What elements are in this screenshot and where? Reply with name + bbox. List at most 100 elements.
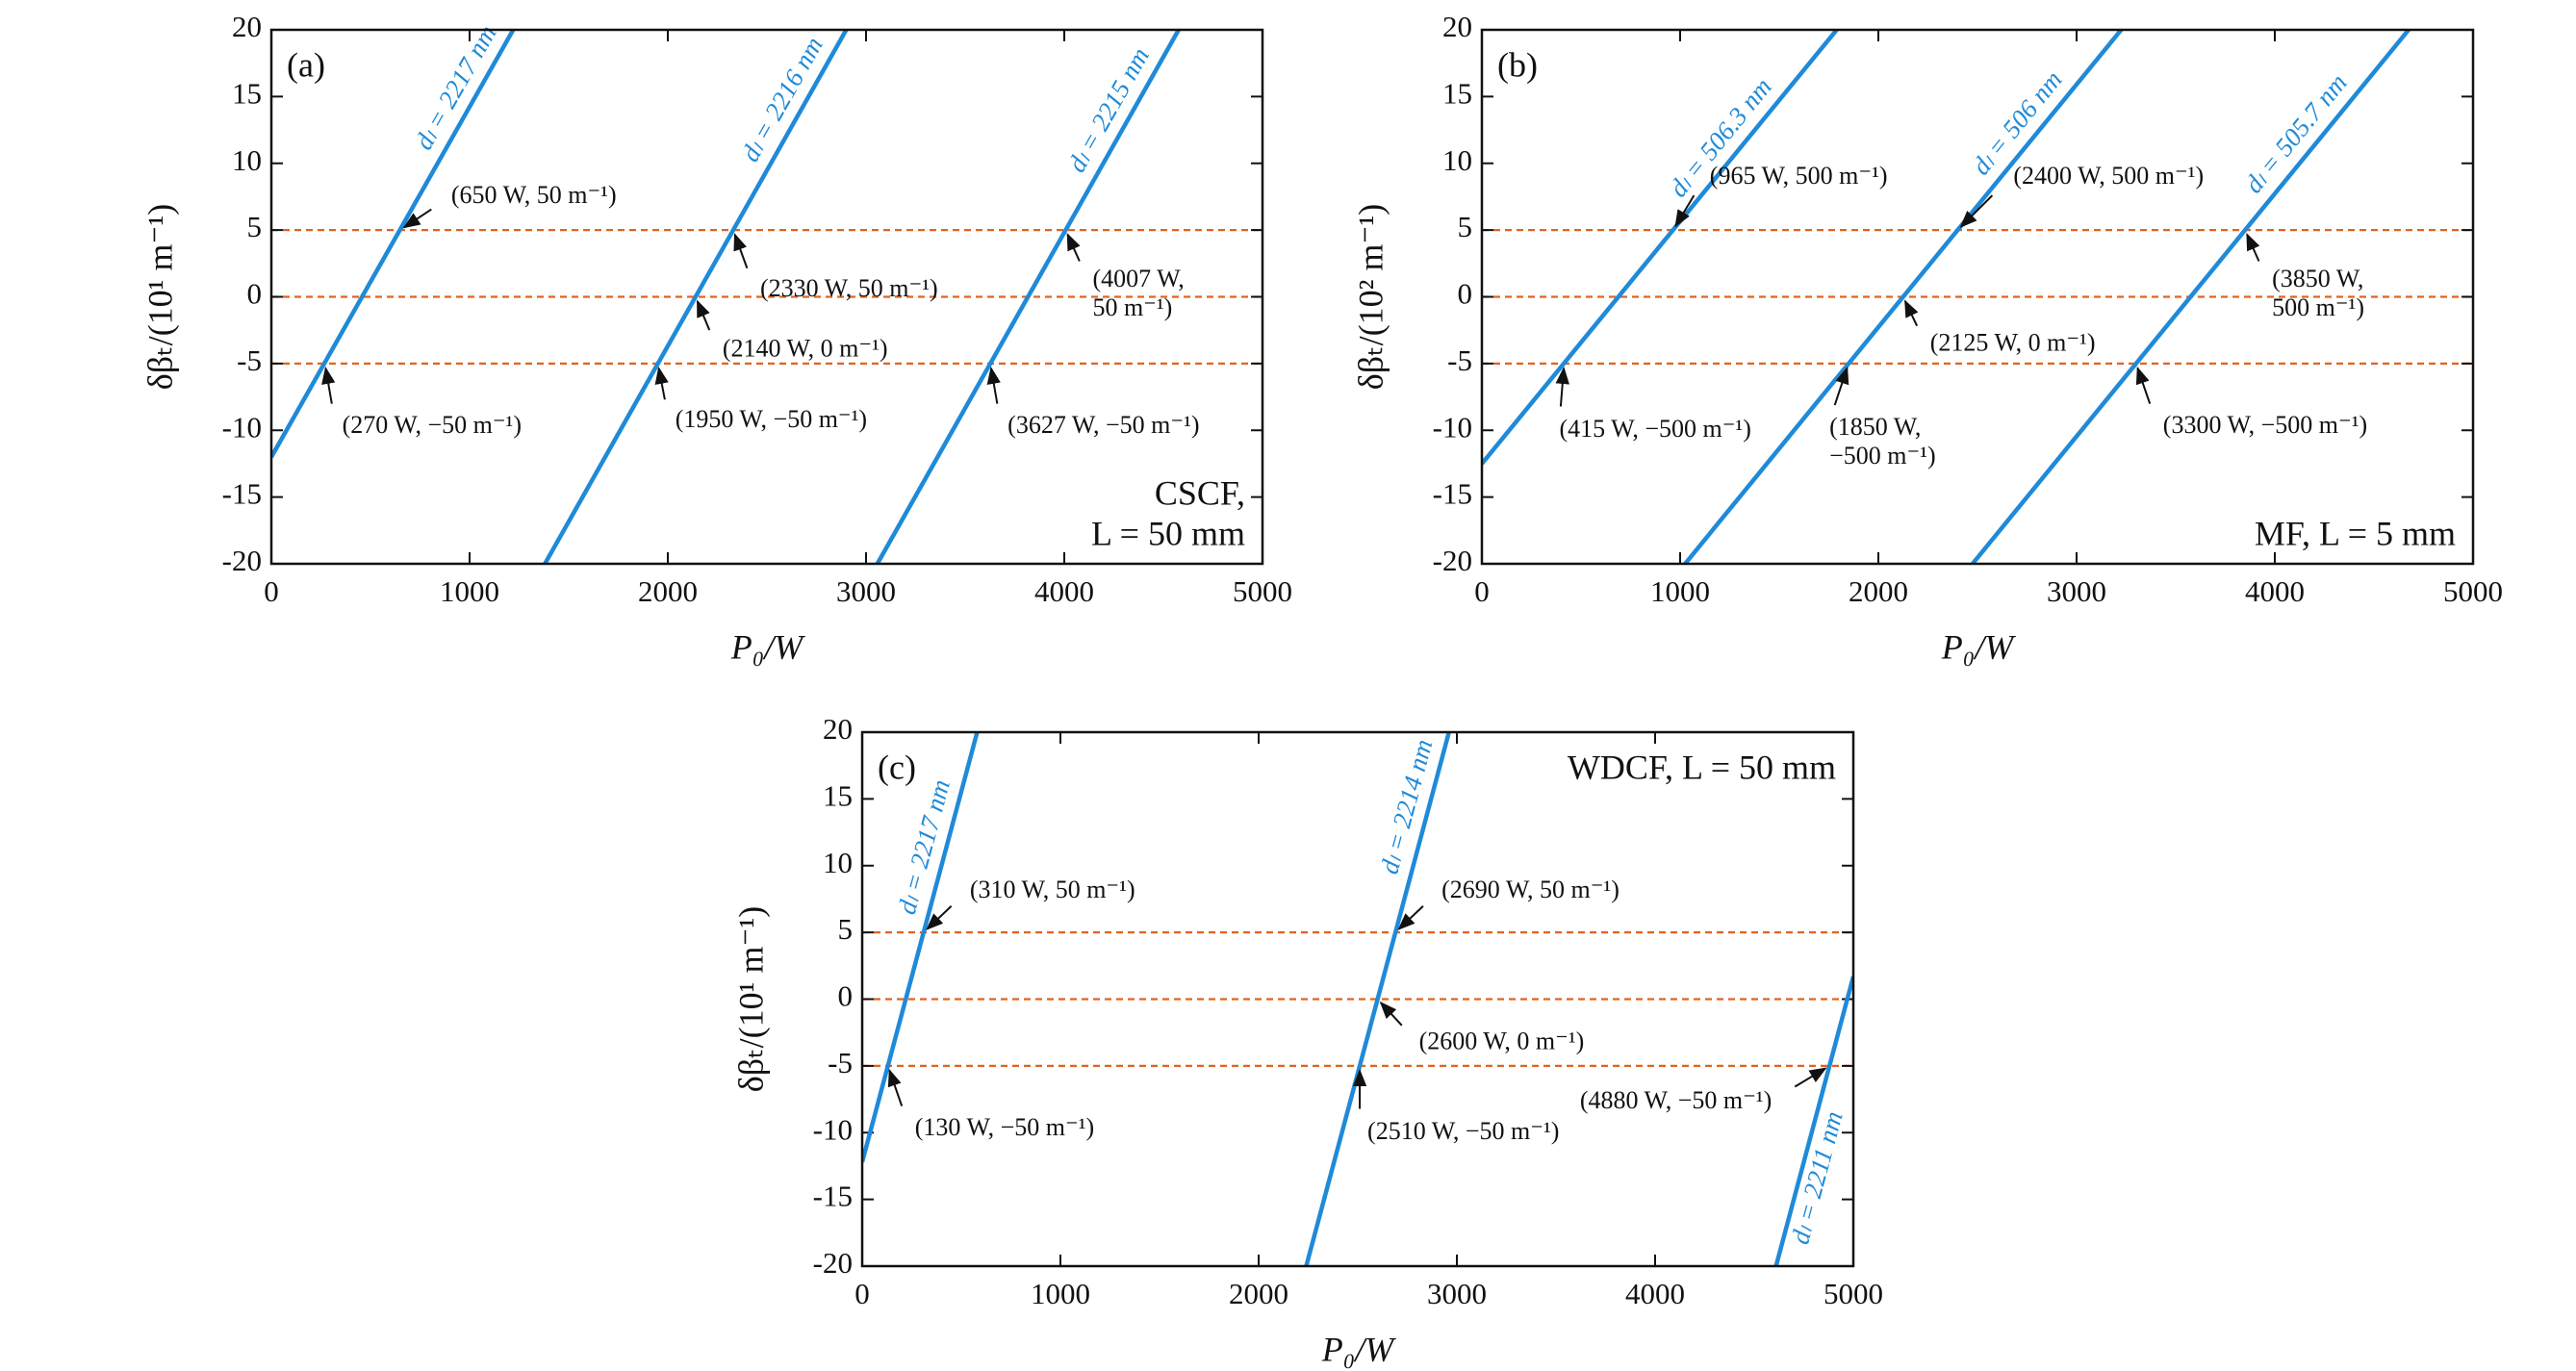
data-line bbox=[862, 732, 980, 1163]
y-tick-label: 0 bbox=[1458, 277, 1473, 311]
annotation-arrow bbox=[2246, 233, 2260, 262]
annotation-text: 500 m⁻¹) bbox=[2272, 293, 2364, 321]
annotation-arrow bbox=[1397, 905, 1424, 930]
annotation-text: (3850 W, bbox=[2272, 265, 2363, 292]
data-line bbox=[875, 30, 1181, 564]
annotation-arrow bbox=[402, 208, 432, 229]
panel-note: L = 50 mm bbox=[1091, 514, 1245, 552]
annotation-text: (2330 W, 50 m⁻¹) bbox=[760, 274, 938, 302]
annotation-arrow bbox=[696, 299, 711, 331]
panel-label: (b) bbox=[1497, 45, 1538, 84]
annotation-arrow bbox=[1794, 1067, 1827, 1088]
y-tick-label: -20 bbox=[222, 544, 262, 577]
x-tick-label: 2000 bbox=[1229, 1277, 1288, 1310]
panel-note: WDCF, L = 50 mm bbox=[1568, 748, 1836, 786]
panel-note: MF, L = 5 mm bbox=[2255, 514, 2456, 552]
y-tick-label: 5 bbox=[838, 912, 854, 946]
y-tick-label: -10 bbox=[222, 410, 262, 444]
annotation-text: (650 W, 50 m⁻¹) bbox=[451, 181, 617, 209]
x-tick-label: 4000 bbox=[1625, 1277, 1685, 1310]
data-line bbox=[1304, 732, 1451, 1266]
line-label: dₗ = 505.7 nm bbox=[2239, 68, 2353, 198]
y-tick-label: -15 bbox=[222, 477, 262, 511]
y-tick-label: -5 bbox=[1447, 343, 1472, 377]
panel-label: (c) bbox=[878, 748, 916, 786]
y-tick-label: -10 bbox=[1433, 410, 1472, 444]
y-axis-label: δβₜ/(10¹ m⁻¹) bbox=[731, 906, 770, 1092]
panel-note: CSCF, bbox=[1155, 473, 1245, 512]
data-line bbox=[1773, 976, 1853, 1266]
y-tick-label: -20 bbox=[813, 1246, 853, 1280]
annotation-text: (3627 W, −50 m⁻¹) bbox=[1007, 411, 1199, 439]
x-axis-label: P₀/W bbox=[1321, 1330, 1397, 1368]
annotation-arrow bbox=[2135, 366, 2152, 404]
y-axis-label: δβₜ/(10¹ m⁻¹) bbox=[140, 204, 179, 390]
plot-frame bbox=[860, 730, 1855, 1268]
annotation-arrow bbox=[1833, 366, 1849, 406]
x-tick-label: 1000 bbox=[1650, 574, 1710, 608]
annotation-text: (2690 W, 50 m⁻¹) bbox=[1441, 876, 1620, 903]
annotation-text: (4007 W, bbox=[1092, 265, 1184, 292]
y-tick-label: 0 bbox=[838, 979, 854, 1013]
y-tick-label: 15 bbox=[823, 778, 853, 812]
data-line bbox=[543, 30, 849, 564]
data-line bbox=[1482, 30, 1839, 466]
line-label: dₗ = 2211 nm bbox=[1785, 1108, 1848, 1247]
y-tick-label: 5 bbox=[1458, 210, 1473, 243]
y-tick-label: 20 bbox=[1442, 10, 1472, 43]
panel-label: (a) bbox=[287, 45, 325, 84]
x-tick-label: 4000 bbox=[2245, 574, 2305, 608]
annotation-arrow bbox=[926, 905, 953, 930]
x-tick-label: 0 bbox=[264, 574, 279, 608]
panel: 0 1000 2000 3000 4000 5000 -20 -15 -10 -5 0 5 10 15 20… bbox=[1351, 10, 2503, 666]
x-tick-label: 0 bbox=[1474, 574, 1490, 608]
annotation-text: (130 W, −50 m⁻¹) bbox=[915, 1113, 1094, 1141]
x-tick-label: 0 bbox=[854, 1277, 870, 1310]
annotation-arrow bbox=[654, 367, 669, 400]
annotation-text: 50 m⁻¹) bbox=[1092, 293, 1172, 321]
annotation-arrow bbox=[1903, 299, 1919, 327]
panel: 0 1000 2000 3000 4000 5000 -20 -15 -10 -5 0 5 10 15 20… bbox=[731, 712, 1883, 1368]
data-line bbox=[1683, 30, 2124, 564]
x-tick-label: 2000 bbox=[1849, 574, 1908, 608]
y-tick-label: 20 bbox=[232, 10, 262, 43]
y-tick-label: 10 bbox=[1442, 143, 1472, 177]
y-tick-label: -5 bbox=[237, 343, 262, 377]
y-tick-label: 0 bbox=[247, 277, 263, 311]
x-tick-label: 3000 bbox=[2047, 574, 2106, 608]
annotation-text: (3300 W, −500 m⁻¹) bbox=[2163, 411, 2367, 439]
plot-frame bbox=[1480, 28, 2475, 566]
x-tick-label: 5000 bbox=[1824, 1277, 1883, 1310]
x-tick-label: 3000 bbox=[836, 574, 896, 608]
y-tick-label: 5 bbox=[247, 210, 263, 243]
annotation-arrow bbox=[1066, 233, 1081, 262]
annotation-text: (2140 W, 0 m⁻¹) bbox=[723, 334, 888, 362]
y-tick-label: 10 bbox=[823, 846, 853, 879]
x-tick-label: 5000 bbox=[2443, 574, 2503, 608]
annotation-text: (2510 W, −50 m⁻¹) bbox=[1367, 1117, 1559, 1145]
x-axis-label: P₀/W bbox=[730, 627, 806, 666]
y-tick-label: -5 bbox=[828, 1046, 853, 1079]
y-tick-label: 10 bbox=[232, 143, 262, 177]
data-line bbox=[1971, 30, 2410, 564]
annotation-arrow bbox=[321, 367, 336, 404]
annotation-text: (965 W, 500 m⁻¹) bbox=[1710, 162, 1888, 190]
annotation-text: (310 W, 50 m⁻¹) bbox=[970, 876, 1135, 903]
x-axis-label: P₀/W bbox=[1941, 627, 2017, 666]
x-tick-label: 1000 bbox=[1031, 1277, 1090, 1310]
y-tick-label: 15 bbox=[232, 76, 262, 110]
data-line bbox=[271, 30, 516, 459]
plot-frame bbox=[269, 28, 1264, 566]
y-tick-label: -20 bbox=[1433, 544, 1472, 577]
y-tick-label: -10 bbox=[813, 1112, 853, 1146]
annotation-text: (2600 W, 0 m⁻¹) bbox=[1419, 1027, 1585, 1054]
y-tick-label: 20 bbox=[823, 712, 853, 746]
annotation-text: (2125 W, 0 m⁻¹) bbox=[1930, 328, 2096, 356]
annotation-arrow bbox=[1959, 194, 1994, 228]
y-tick-label: -15 bbox=[1433, 477, 1472, 511]
annotation-text: (4880 W, −50 m⁻¹) bbox=[1580, 1086, 1772, 1114]
annotation-arrow bbox=[733, 233, 749, 269]
x-tick-label: 3000 bbox=[1427, 1277, 1487, 1310]
